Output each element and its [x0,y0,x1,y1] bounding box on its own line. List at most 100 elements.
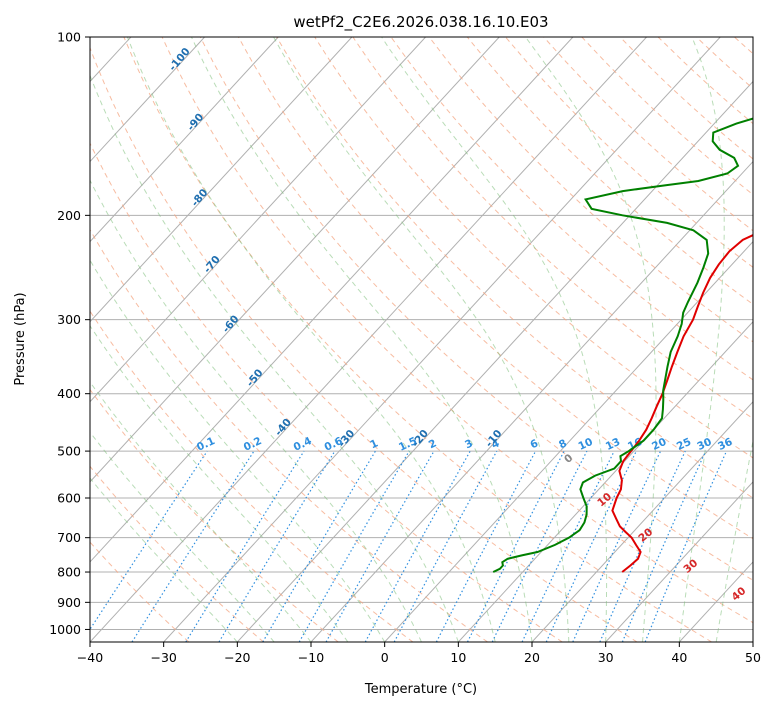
mixing-ratio-line [218,450,336,642]
moist-adiabat [90,179,422,642]
x-tick-label: −40 [77,650,103,665]
mixing-ratio-line [262,450,376,642]
dry-adiabat [695,37,753,90]
moist-adiabat-label: 10 [595,491,614,510]
dry-adiabat-label: -90 [185,111,206,133]
isotherm [531,401,753,642]
mixing-ratio-line [491,450,588,642]
moist-adiabat [381,37,608,642]
moist-adiabat-label: 40 [729,585,748,604]
x-tick-label: 0 [381,650,389,665]
isotherm [0,37,57,642]
isotherm [90,37,647,642]
isotherm [90,37,574,563]
mixing-ratio-label: 20 [650,436,668,453]
mixing-ratio-line [621,450,707,642]
dry-adiabat-label: -80 [189,187,210,209]
mixing-ratio-label: 30 [695,436,713,453]
isotherm [310,160,753,642]
dry-adiabat-label: -50 [244,367,265,389]
dry-adiabat [276,37,753,499]
dry-adiabat-label: -100 [167,46,193,74]
x-tick-label: −20 [224,650,250,665]
x-tick-label: 40 [671,650,687,665]
dry-adiabat [90,541,190,642]
isotherm [90,37,205,163]
dry-adiabat-label: -60 [220,313,241,335]
y-tick-label: 500 [57,444,81,459]
mixing-ratio-line [185,450,305,642]
y-axis: 100 200 300 400 500 600 700 800 900 1000 [49,30,90,637]
moist-adiabat-label: 0 [562,452,575,466]
moist-adiabat [90,431,275,642]
y-tick-label: 800 [57,565,81,580]
dry-adiabat [390,37,753,381]
mixing-ratio-line [466,450,565,642]
plot-frame [89,36,754,643]
mixing-ratio-label: 4 [490,437,502,451]
isotherm [163,37,721,642]
mixing-ratio-line [545,450,637,642]
mixing-ratio-line [393,450,498,642]
moist-adiabat [90,74,459,642]
moist-adiabat [525,37,657,642]
x-axis-label: Temperature (°C) [364,682,477,697]
dry-adiabat-label: -40 [273,416,294,438]
mixing-ratio-line [90,450,208,631]
isotherm [90,37,279,243]
mixing-ratio-line [298,450,410,642]
isotherm [90,37,353,323]
mixing-ratio-label: 8 [557,437,569,451]
y-tick-label: 600 [57,491,81,506]
moist-adiabat [90,324,349,642]
dewpoint-profile [492,117,753,573]
dry-adiabat [90,46,638,642]
moist-adiabat [715,438,753,642]
isotherm [90,37,500,483]
mixing-ratio-label: 6 [529,437,541,451]
x-axis: −40 −30 −20 −10 0 10 20 30 40 50 [77,642,761,665]
dry-adiabat [90,465,264,642]
isopleth-labels: 0.1 0.2 0.4 0.6 1 1.5 2 3 4 6 8 10 13 16 20 25 30 36-100-… [167,46,749,604]
mixing-ratio-label: 10 [576,436,594,453]
y-tick-label: 300 [57,312,81,327]
isotherm [605,481,753,642]
mixing-ratio-label: 3 [463,437,475,451]
dry-adiabat-label: -10 [483,428,504,450]
isotherm [457,320,753,642]
dry-adiabat [581,37,753,196]
mixing-ratio-label: 1 [368,437,380,451]
dry-adiabat [314,37,753,459]
mixing-ratio-line [325,450,435,642]
isotherm [236,80,753,642]
isotherm [384,240,753,642]
y-tick-label: 100 [57,30,81,45]
moist-adiabat [273,37,570,642]
temperature-profile [611,234,753,573]
dry-adiabat [90,228,488,642]
dry-adiabat [161,37,753,624]
mixing-ratio-line [364,450,471,642]
y-tick-label: 1000 [49,622,81,637]
dry-adiabat [90,142,563,642]
mixing-ratio-line [599,450,686,642]
mixing-ratio-label: 36 [716,436,734,453]
moist-adiabat-label: 20 [636,526,655,545]
mixing-ratio-line [521,450,615,642]
moist-adiabat [90,381,312,642]
dry-adiabat [734,37,753,55]
dry-adiabat [90,310,414,642]
chart-title: wetPf2_C2E6.2026.038.16.10.E03 [293,13,548,32]
plot-area: 0.1 0.2 0.4 0.6 1 1.5 2 3 4 6 8 10 13 16 20 25 30 36-100-… [0,37,753,642]
mixing-ratio-label: 2 [427,437,439,451]
dry-adiabat [543,37,753,232]
x-tick-label: 20 [524,650,540,665]
mixing-ratio-line [131,450,255,642]
mixing-ratio-label: 25 [675,436,693,453]
x-tick-label: −30 [150,650,176,665]
dry-adiabat [123,37,712,642]
y-tick-label: 700 [57,530,81,545]
moist-adiabat [90,259,386,642]
moist-adiabat [90,477,238,642]
